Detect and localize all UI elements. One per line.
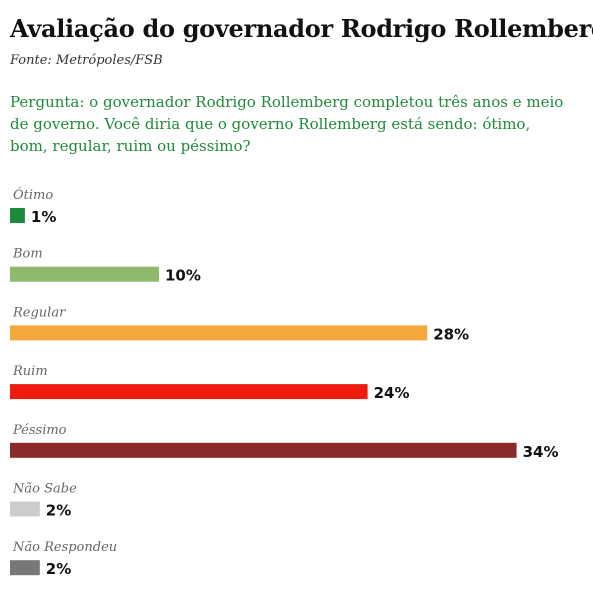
bar-pessimo [10, 442, 517, 458]
bar-bom [10, 266, 159, 282]
category-label-nao-sabe: Não Sabe [12, 482, 77, 497]
chart-title: Avaliação do governador Rodrigo Rollembe… [10, 14, 593, 43]
chart-source: Fonte: Metrópoles/FSB [10, 53, 163, 68]
value-label-regular: 28% [433, 325, 469, 343]
value-label-otimo: 1% [31, 208, 56, 226]
survey-question: Pergunta: o governador Rodrigo Rollember… [10, 93, 564, 155]
bar-otimo [10, 208, 25, 223]
category-label-otimo: Ótimo [13, 186, 53, 203]
category-label-bom: Bom [12, 247, 43, 262]
value-label-nao-respondeu: 2% [46, 560, 71, 578]
value-label-bom: 10% [165, 267, 201, 285]
category-label-pessimo: Péssimo [12, 423, 67, 438]
bar-nao-respondeu [10, 560, 40, 576]
bar-ruim [10, 384, 368, 400]
bar-nao-sabe [10, 501, 40, 517]
category-label-ruim: Ruim [12, 364, 48, 379]
bar-regular [10, 325, 428, 341]
value-label-nao-sabe: 2% [46, 502, 71, 520]
category-label-regular: Regular [12, 305, 66, 320]
value-label-ruim: 24% [374, 384, 410, 402]
category-label-nao-respondeu: Não Respondeu [12, 540, 117, 555]
value-label-pessimo: 34% [523, 443, 559, 461]
